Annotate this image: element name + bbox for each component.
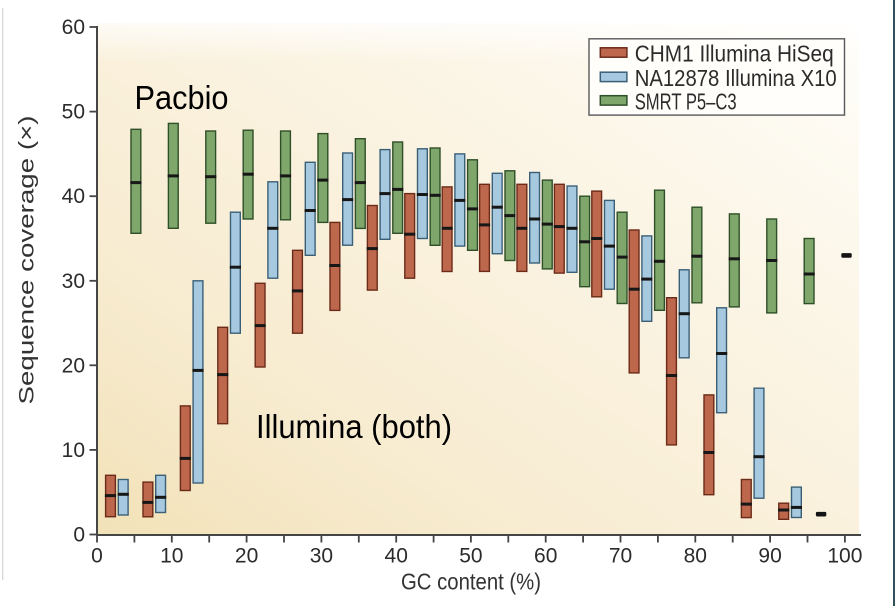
svg-text:70: 70	[609, 545, 632, 568]
svg-text:50: 50	[62, 101, 85, 124]
svg-text:Pacbio: Pacbio	[135, 79, 229, 116]
svg-text:60: 60	[534, 545, 557, 568]
svg-text:10: 10	[160, 545, 183, 568]
svg-text:60: 60	[62, 16, 85, 39]
svg-text:30: 30	[310, 545, 333, 568]
svg-text:20: 20	[235, 545, 258, 568]
svg-text:0: 0	[73, 524, 85, 547]
svg-text:80: 80	[684, 545, 707, 568]
svg-text:100: 100	[827, 545, 862, 568]
svg-text:0: 0	[91, 545, 103, 568]
svg-text:Illumina (both): Illumina (both)	[256, 408, 452, 445]
svg-text:40: 40	[385, 545, 408, 568]
svg-text:50: 50	[459, 545, 482, 568]
svg-text:40: 40	[62, 185, 85, 208]
svg-text:20: 20	[62, 354, 85, 377]
svg-text:CHM1 Illumina HiSeq: CHM1 Illumina HiSeq	[635, 41, 834, 67]
svg-text:NA12878 Illumina X10: NA12878 Illumina X10	[635, 65, 837, 91]
svg-text:Sequence coverage (×): Sequence coverage (×)	[15, 116, 39, 405]
svg-text:GC content (%): GC content (%)	[401, 569, 541, 595]
svg-text:90: 90	[758, 545, 781, 568]
svg-text:SMRT P5–C3: SMRT P5–C3	[635, 88, 737, 114]
svg-text:30: 30	[62, 270, 85, 293]
svg-text:10: 10	[62, 439, 85, 462]
